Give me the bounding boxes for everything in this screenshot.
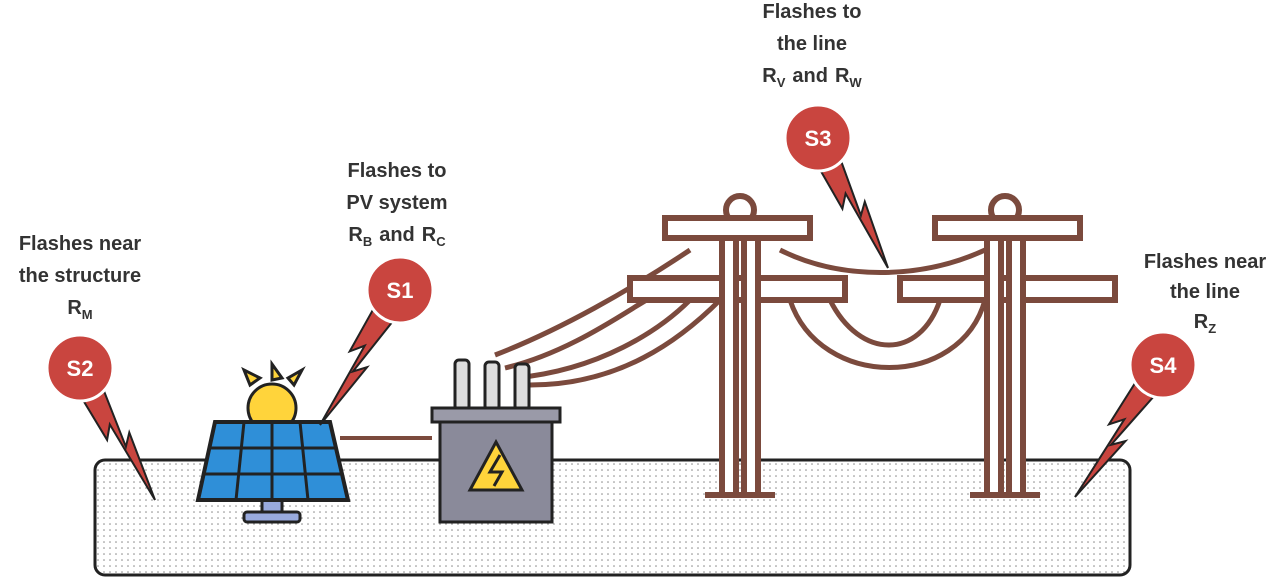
label-line: Flashes near [1144,251,1267,273]
risk-symbol: R [762,65,777,87]
risk-symbol: R [422,224,437,246]
flash-source: S2 Flashes near the structure RM [19,233,155,500]
label-line: the structure [19,265,141,287]
risk-subscript: V [777,75,786,90]
risk-subscript: M [82,307,93,322]
label-line: Flashes near [19,233,142,255]
risk-subscript: C [436,234,446,249]
solar-panel [198,364,348,522]
risk-subscript: Z [1208,321,1216,336]
label-line: the line [1170,281,1240,303]
badge-label: S4 [1150,353,1178,378]
risk-symbol: R [835,65,850,87]
diagram: S2Flashes nearthe structureRMS1Flashes t… [0,0,1281,580]
badge-label: S3 [805,126,832,151]
risk-symbol: R [67,297,82,319]
risk-symbol: R [1194,311,1209,333]
page: {"sources":[ {"badge":"S2","lines":["Fla… [0,0,1281,580]
risk-line: RZ [1194,311,1216,336]
badge-label: S1 [387,278,414,303]
badge-label: S2 [67,356,94,381]
risk-subscript: W [849,75,862,90]
joiner: and [379,224,415,246]
risk-subscript: B [363,234,372,249]
label-line: Flashes to [763,1,862,23]
risk-symbol: R [348,224,363,246]
risk-line: RM [67,297,92,322]
label-line: Flashes to [348,160,447,182]
label-line: the line [777,33,847,55]
label-line: PV system [346,192,447,214]
joiner: and [792,65,828,87]
